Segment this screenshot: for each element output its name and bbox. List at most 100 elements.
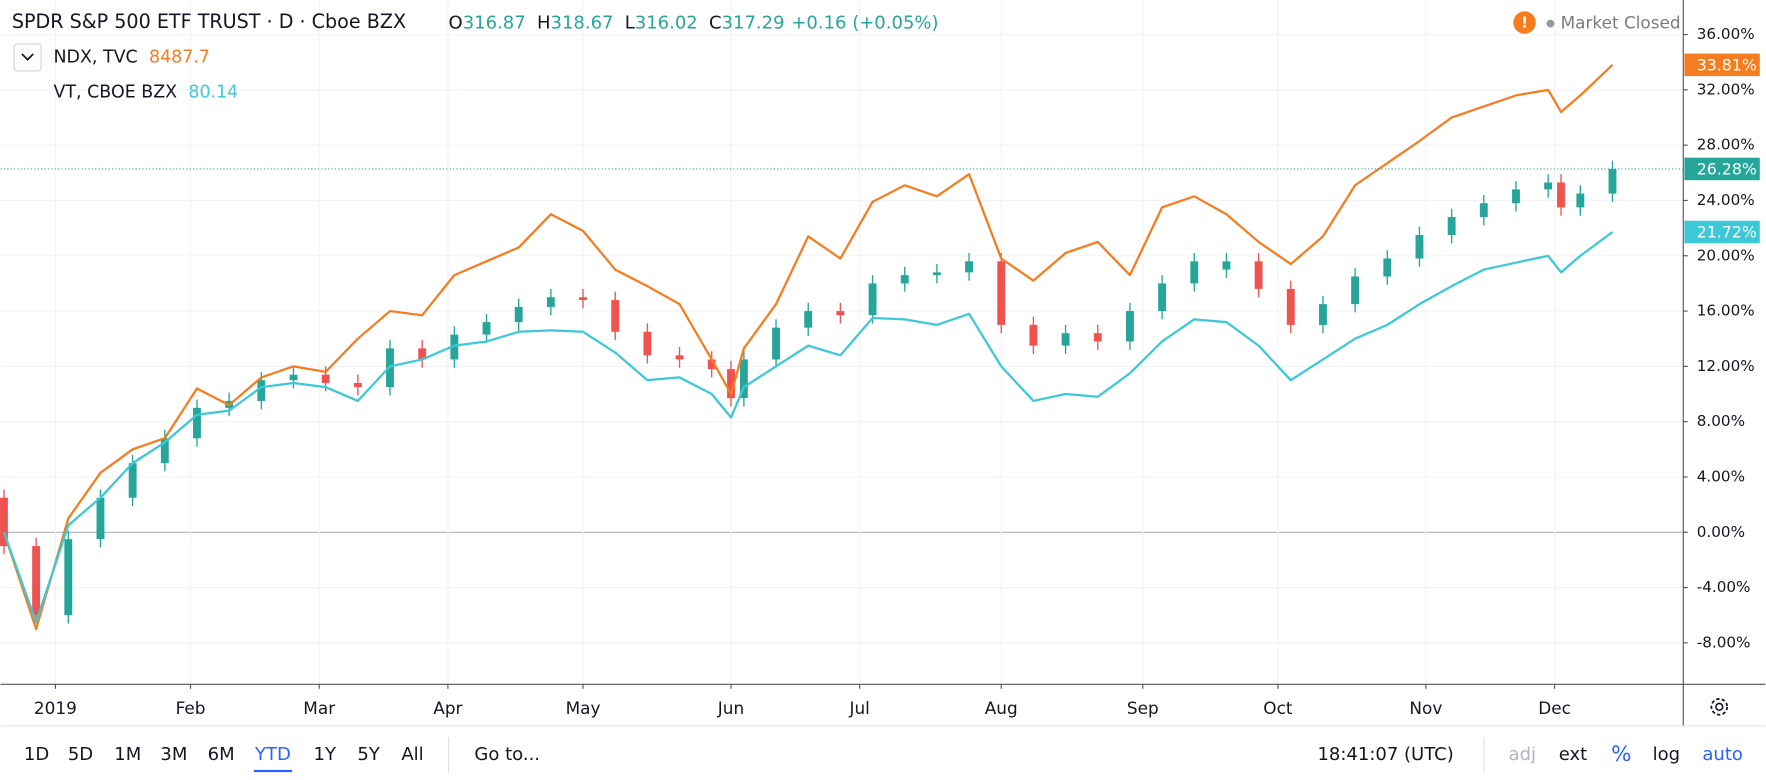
- candle-body: [727, 369, 735, 399]
- legend-entry: NDX, TVC 8487.7: [53, 47, 210, 67]
- x-tick-label: Aug: [985, 698, 1018, 718]
- range-button[interactable]: 3M: [160, 744, 187, 765]
- candle-body: [1286, 288, 1295, 325]
- legend-value: 8487.7: [149, 47, 210, 67]
- range-button[interactable]: 1D: [24, 744, 49, 765]
- status-dot: [1546, 19, 1555, 28]
- header: SPDR S&P 500 ETF TRUST · D · Cboe BZX O3…: [12, 10, 1681, 72]
- candle-body: [836, 311, 845, 316]
- y-tick-label: -8.00%: [1697, 633, 1751, 651]
- y-tick-label: 20.00%: [1697, 246, 1755, 264]
- x-tick-label: Nov: [1409, 698, 1442, 718]
- series-line: [2, 64, 1614, 631]
- warning-icon[interactable]: [1513, 11, 1536, 34]
- x-tick-label: Feb: [176, 698, 206, 718]
- range-button[interactable]: 1Y: [314, 744, 337, 765]
- candle-body: [804, 311, 813, 328]
- range-button[interactable]: 6M: [208, 744, 235, 765]
- candle-body: [1029, 324, 1038, 346]
- y-tick-label: 12.00%: [1697, 357, 1755, 375]
- candle-body: [321, 374, 330, 383]
- x-tick-label: Oct: [1263, 698, 1293, 718]
- candle-body: [450, 334, 459, 360]
- scale-option[interactable]: %: [1611, 742, 1631, 767]
- goto-button[interactable]: Go to...: [474, 744, 540, 765]
- series-line: [2, 231, 1614, 624]
- scale-option[interactable]: log: [1653, 744, 1680, 765]
- candle-body: [418, 348, 427, 360]
- y-tick-label: 0.00%: [1697, 523, 1745, 541]
- last-value-tag: [1684, 157, 1760, 181]
- bottom-toolbar: Go to... 18:41:07 (UTC) 1D 5D 1M 3M 6M YTD 1Y 5…: [24, 737, 1743, 774]
- candle-body: [1222, 261, 1231, 270]
- last-value-tag: [1684, 220, 1760, 244]
- candle-body: [1351, 276, 1360, 305]
- candle-body: [1544, 182, 1553, 190]
- clock: 18:41:07 (UTC): [1317, 744, 1453, 765]
- legend-toggle[interactable]: [13, 43, 42, 72]
- scale-option[interactable]: ext: [1559, 744, 1587, 765]
- active-range-underline: [253, 769, 293, 773]
- axes: -8.00% -4.00% 0.00% 4.00% 8.00% 12.00% 16.00% 2…: [34, 25, 1760, 718]
- gear-outer: [1710, 698, 1729, 716]
- candle-body: [289, 374, 298, 381]
- candle-body: [353, 382, 362, 388]
- candle-body: [932, 272, 941, 276]
- grid: [0, 0, 1684, 685]
- legend-name: NDX, TVC: [53, 47, 137, 67]
- candle-body: [772, 327, 780, 360]
- x-tick-label: May: [566, 698, 601, 718]
- candle-body: [64, 539, 73, 616]
- ohlc-key: L: [625, 13, 635, 34]
- y-tick-label: 8.00%: [1697, 412, 1745, 430]
- x-tick-label: Dec: [1538, 698, 1571, 718]
- last-value-tag: [1684, 53, 1760, 77]
- ohlc-value: 316.02: [635, 13, 698, 34]
- y-tick-label: 28.00%: [1697, 136, 1755, 154]
- range-button[interactable]: All: [401, 744, 423, 765]
- candle-body: [1061, 333, 1070, 346]
- candle-body: [128, 463, 137, 498]
- candle-body: [1447, 217, 1456, 236]
- x-tick-label: Sep: [1127, 698, 1159, 718]
- candle-body: [1158, 283, 1167, 312]
- candle-body: [1254, 261, 1263, 289]
- symbol-title: SPDR S&P 500 ETF TRUST · D · Cboe BZX: [12, 10, 406, 33]
- ohlc-key: C: [709, 13, 722, 34]
- x-tick-label: Jul: [849, 698, 870, 718]
- range-button[interactable]: 5D: [68, 744, 93, 765]
- market-status: Market Closed: [1561, 13, 1681, 33]
- candle-body: [1415, 235, 1424, 259]
- x-tick-label: Jun: [717, 698, 744, 718]
- candle-body: [1512, 189, 1520, 204]
- range-button[interactable]: 1M: [114, 744, 141, 765]
- scale-option[interactable]: auto: [1702, 744, 1743, 765]
- y-tick-label: 24.00%: [1697, 191, 1755, 209]
- candle-body: [1479, 203, 1488, 218]
- price-change: +0.16 (+0.05%): [791, 13, 938, 34]
- last-value-label: 26.28%: [1697, 160, 1757, 179]
- candle-body: [900, 275, 909, 284]
- candle-body: [643, 331, 652, 356]
- candle-body: [1319, 304, 1327, 325]
- candle-body: [675, 355, 684, 360]
- candle-body: [1383, 258, 1392, 277]
- candle-body: [611, 299, 620, 332]
- ohlc-key: H: [537, 13, 551, 34]
- legend: NDX, TVC 8487.7 VT, CBOE BZX 80.14: [53, 47, 238, 102]
- settings-icon[interactable]: [1710, 698, 1729, 716]
- scale-option[interactable]: adj: [1509, 744, 1536, 765]
- candle-body: [997, 261, 1006, 325]
- y-tick-label: 36.00%: [1697, 25, 1755, 43]
- candle-body: [514, 306, 523, 323]
- y-tick-label: 4.00%: [1697, 467, 1745, 485]
- candle-body: [32, 546, 41, 616]
- ohlc-value: 316.87: [463, 13, 526, 34]
- range-button[interactable]: 5Y: [357, 744, 380, 765]
- ohlc-key: O: [449, 13, 463, 34]
- last-value-label: 33.81%: [1697, 55, 1757, 74]
- candle-body: [707, 359, 716, 370]
- range-button[interactable]: YTD: [254, 744, 291, 765]
- candle-body: [193, 407, 201, 439]
